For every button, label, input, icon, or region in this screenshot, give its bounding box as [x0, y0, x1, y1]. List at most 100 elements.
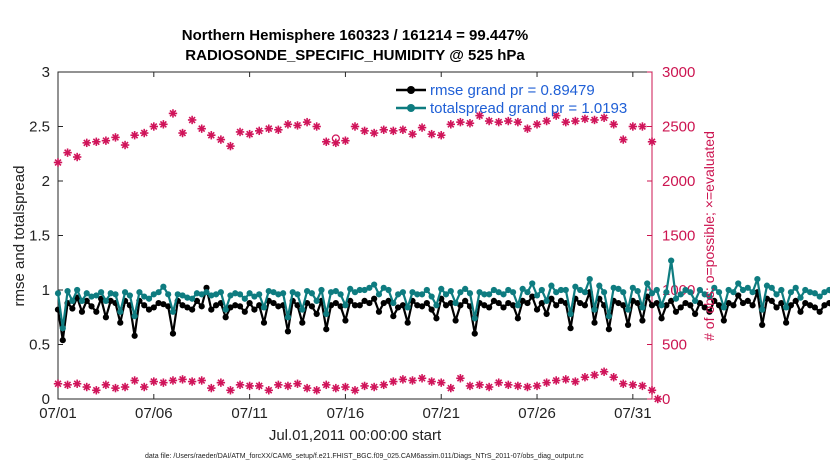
rmse-point — [653, 299, 660, 307]
totalspread-point — [390, 299, 397, 307]
plot-area — [57, 71, 653, 400]
rmse-point — [701, 304, 708, 311]
obs-evaluated-marker — [235, 127, 245, 137]
totalspread-point — [442, 291, 450, 298]
totalspread-point — [744, 284, 751, 291]
rmse-point — [428, 306, 435, 313]
obs-evaluated-marker — [207, 383, 216, 393]
obs-evaluated-marker — [551, 376, 561, 385]
series-lines — [54, 257, 830, 344]
totalspread-point — [677, 291, 684, 298]
rmse-point — [663, 302, 670, 309]
totalspread-point — [299, 306, 306, 313]
rmse-point — [275, 303, 282, 310]
rmse-point — [93, 308, 100, 315]
totalspread-point — [759, 306, 766, 313]
totalspread-point — [610, 284, 617, 291]
totalspread-point — [562, 286, 569, 294]
rmse-point — [117, 319, 124, 326]
rmse-point — [639, 317, 646, 324]
rmse-point — [323, 326, 330, 333]
y-right-tick-label: 2000 — [662, 173, 695, 190]
totalspread-point — [375, 291, 383, 298]
rmse-point — [107, 297, 114, 304]
obs-evaluated-marker — [653, 394, 662, 404]
rmse-point — [529, 293, 536, 300]
totalspread-point — [327, 289, 335, 296]
obs-evaluated-marker — [551, 111, 561, 120]
rmse-point — [730, 302, 737, 309]
rmse-point — [802, 299, 809, 307]
rmse-point — [720, 317, 727, 324]
y-left-tick-label: 0.5 — [29, 337, 50, 354]
rmse-point — [241, 308, 248, 315]
totalspread-point — [620, 289, 627, 296]
totalspread-point — [155, 289, 162, 296]
obs-evaluated-marker — [456, 374, 465, 383]
totalspread-point — [246, 290, 253, 297]
rmse-point — [308, 303, 315, 310]
obs-evaluated-marker — [341, 382, 350, 392]
totalspread-point — [720, 304, 727, 311]
totalspread-point — [69, 297, 76, 304]
totalspread-point — [548, 282, 555, 289]
rmse-point — [615, 299, 622, 307]
rmse-point — [687, 302, 694, 309]
obs-evaluated-marker — [245, 381, 254, 391]
rmse-point — [184, 304, 191, 311]
rmse-point — [533, 306, 541, 313]
obs-evaluated-marker — [120, 140, 130, 150]
totalspread-point — [59, 325, 66, 332]
rmse-point — [385, 297, 392, 304]
rmse-point — [414, 302, 421, 309]
totalspread-point — [189, 295, 196, 302]
totalspread-point — [466, 290, 474, 297]
obs-evaluated-marker — [178, 128, 187, 138]
obs-evaluated-marker — [647, 137, 657, 146]
rmse-point — [165, 303, 172, 310]
rmse-point — [390, 313, 397, 320]
totalspread-point — [433, 302, 440, 309]
obs-evaluated-marker — [571, 377, 580, 386]
rmse-point — [500, 304, 507, 311]
rmse-point — [749, 302, 756, 309]
rmse-point — [160, 301, 167, 308]
totalspread-point — [529, 280, 536, 287]
rmse-point — [548, 295, 555, 302]
y-right-tick-label: 3000 — [662, 64, 695, 81]
rmse-point — [232, 302, 239, 309]
rmse-point — [543, 310, 550, 318]
rmse-point — [447, 299, 454, 307]
obs-evaluated-marker — [140, 128, 149, 138]
totalspread-point — [653, 286, 660, 294]
y-left-tick-label: 1 — [42, 282, 50, 299]
totalspread-point — [351, 289, 359, 296]
obs-evaluated-marker — [101, 380, 111, 390]
rmse-point — [519, 297, 526, 304]
totalspread-point — [624, 306, 632, 313]
obs-evaluated-marker — [92, 137, 101, 146]
totalspread-point — [395, 291, 402, 298]
obs-evaluated-marker — [92, 386, 101, 395]
chart-title-line2: RADIOSONDE_SPECIFIC_HUMIDITY @ 525 hPa — [185, 47, 525, 64]
rmse-point — [768, 297, 775, 304]
totalspread-point — [524, 289, 531, 296]
obs-count-markers — [53, 109, 662, 404]
rmse-point — [399, 302, 407, 309]
obs-evaluated-marker — [149, 377, 159, 386]
rmse-point — [787, 302, 795, 309]
legend-rmse-marker — [407, 86, 415, 94]
obs-evaluated-marker — [609, 120, 618, 129]
x-tick-label: 07/16 — [327, 405, 365, 422]
totalspread-point — [792, 284, 799, 291]
totalspread-point — [457, 289, 464, 296]
totalspread-point — [93, 292, 100, 299]
y-right-tick-label: 1000 — [662, 282, 695, 299]
obs-evaluated-marker — [561, 375, 570, 384]
chart-title-line1: Northern Hemisphere 160323 / 161214 = 99… — [182, 27, 528, 44]
obs-evaluated-marker — [580, 114, 590, 124]
totalspread-point — [600, 289, 608, 296]
totalspread-point — [102, 297, 110, 304]
y-left-tick-label: 0 — [42, 391, 50, 408]
